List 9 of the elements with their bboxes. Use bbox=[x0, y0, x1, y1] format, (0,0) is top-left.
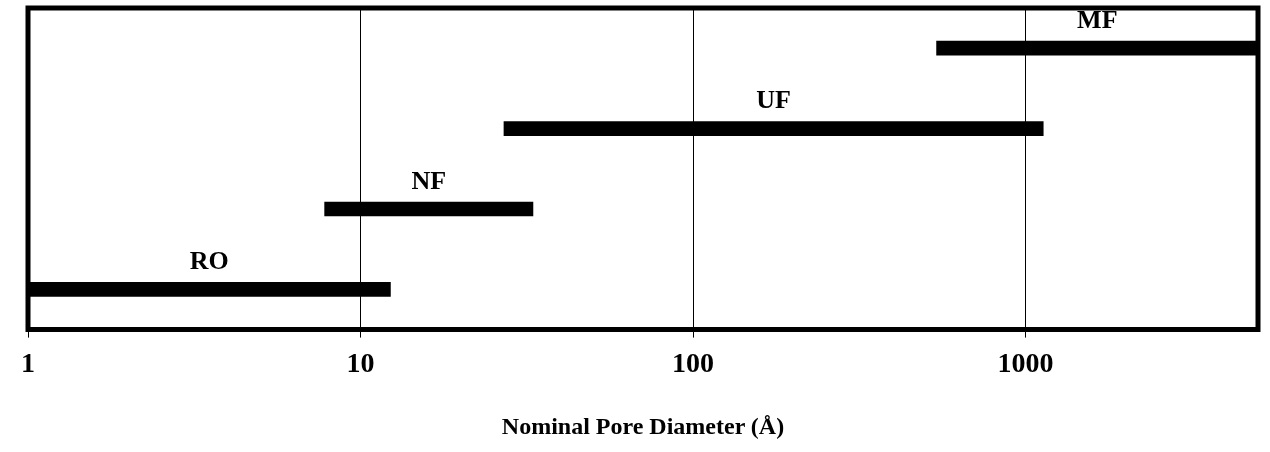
x-axis-title: Nominal Pore Diameter (Å) bbox=[501, 412, 785, 439]
y-tick-label: NF bbox=[411, 165, 447, 195]
x-tick-label: 100 bbox=[672, 346, 715, 378]
y-tick-label: UF bbox=[756, 85, 791, 115]
x-tick-label: 1 bbox=[21, 346, 35, 378]
x-tick-label: 10 bbox=[346, 346, 375, 378]
y-tick-label: MF bbox=[1077, 4, 1118, 34]
y-tick-label: RO bbox=[189, 246, 229, 276]
x-tick-label: 1000 bbox=[997, 346, 1054, 378]
